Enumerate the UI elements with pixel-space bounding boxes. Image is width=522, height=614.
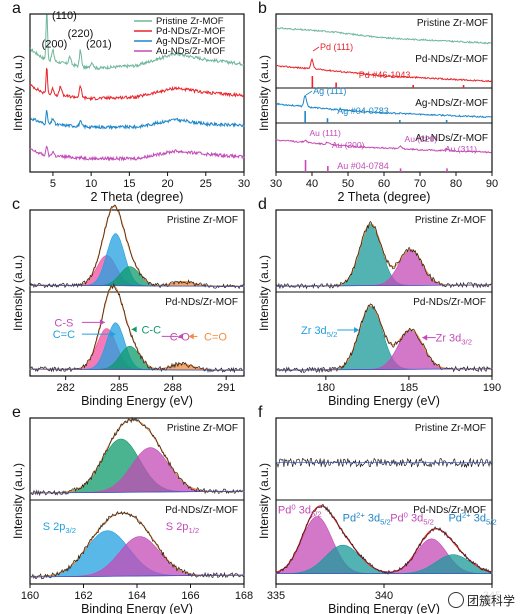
subplot-name-label: Pristine Zr-MOF — [167, 423, 238, 434]
panel-c-x-tick-label: 288 — [163, 382, 181, 394]
panel-f-ylabel: Intensity (a.u.) — [257, 463, 271, 539]
legend-label: Au-NDs/Zr-MOF — [156, 46, 225, 57]
peak-component-label: Pd2+ 3d5/2 — [448, 511, 496, 527]
panel-e-letter: e — [12, 404, 21, 421]
wechat-icon — [448, 592, 464, 608]
panel-d-x-tick-label: 185 — [400, 382, 418, 394]
peak-component-label: Zr 3d5/2 — [301, 325, 337, 339]
panel-b-x-tick-label: 60 — [378, 178, 390, 190]
peak-annotation: (201) — [86, 39, 112, 51]
subplot-name-label: Pristine Zr-MOF — [167, 215, 238, 226]
panel-b-x-tick-label: 80 — [450, 178, 462, 190]
fit-component — [30, 267, 244, 287]
panel-b-x-tick-label: 90 — [486, 178, 498, 190]
panel-e-x-tick-label: 164 — [128, 590, 146, 602]
panel-c-ylabel: Intensity (a.u.) — [11, 255, 25, 331]
subplot-name-label: Pristine Zr-MOF — [415, 423, 486, 434]
subplot-name-label: Pd-NDs/Zr-MOF — [165, 297, 238, 308]
peak-component-label: S 2p1/2 — [166, 521, 199, 535]
series-name-label: Ag-NDs/Zr-MOF — [415, 98, 488, 109]
panel-b-letter: b — [258, 0, 267, 17]
panel-c-frame — [30, 210, 244, 376]
reference-label: Au #04-0784 — [337, 161, 389, 171]
series-line — [30, 147, 244, 161]
series-name-label: Pristine Zr-MOF — [417, 18, 488, 29]
peak-annotation: (200) — [42, 39, 68, 51]
panel-e-x-tick-label: 168 — [235, 590, 253, 602]
panel-a-x-tick-label: 20 — [161, 178, 173, 190]
panel-e-ylabel: Intensity (a.u.) — [11, 463, 25, 539]
peak-label: Pd (111) — [320, 42, 353, 52]
label-arrowhead — [132, 326, 137, 332]
panel-b-xlabel: 2 Theta (degree) — [338, 190, 431, 204]
subplot-name-label: Pd-NDs/Zr-MOF — [413, 297, 486, 308]
panel-d-ylabel: Intensity (a.u.) — [257, 255, 271, 331]
peak-annotation: (110) — [52, 10, 77, 22]
watermark-text: 团簇科学 — [467, 594, 515, 608]
fit-component — [30, 537, 244, 578]
panel-e-xlabel: Binding Energy (eV) — [81, 602, 193, 614]
series-line — [30, 69, 244, 100]
panel-d-x-tick-label: 190 — [483, 382, 501, 394]
panel-a-x-tick-label: 10 — [85, 178, 97, 190]
panel-f-letter: f — [258, 404, 263, 421]
peak-label: Ag (111) — [313, 86, 346, 96]
panel-d-x-tick-label: 180 — [317, 382, 335, 394]
subplot-name-label: Pristine Zr-MOF — [415, 215, 486, 226]
panel-b-x-tick-label: 70 — [414, 178, 426, 190]
panel-f-x-tick-label: 340 — [375, 590, 393, 602]
label-arrowhead — [100, 319, 105, 325]
peak-component-label: S 2p3/2 — [43, 521, 76, 535]
panel-a-x-tick-label: 15 — [123, 178, 135, 190]
label-arrowhead — [422, 335, 427, 341]
panel-a-xlabel: 2 Theta (degree) — [91, 190, 184, 204]
panel-f-xlabel: Binding Energy (eV) — [328, 602, 440, 614]
peak-label: Au (220) — [405, 134, 438, 144]
subplot-name-label: Pd-NDs/Zr-MOF — [165, 505, 238, 516]
panel-d-letter: d — [258, 196, 267, 213]
panel-c-x-tick-label: 291 — [217, 382, 235, 394]
panel-c-x-tick-label: 282 — [56, 382, 74, 394]
panel-a-x-tick-label: 5 — [50, 178, 56, 190]
peak-component-label: C=O — [204, 331, 227, 343]
panel-c-xlabel: Binding Energy (eV) — [81, 394, 193, 408]
peak-label: Au (311) — [445, 144, 477, 154]
peak-component-label: C-C — [141, 324, 161, 336]
panel-e-x-tick-label: 166 — [181, 590, 199, 602]
panel-c-x-tick-label: 285 — [110, 382, 128, 394]
panel-a-x-tick-label: 25 — [200, 178, 212, 190]
series-line — [30, 110, 244, 128]
peak-component-label: Pd2+ 3d5/2 — [343, 511, 391, 527]
reference-label: Pd #46-1043 — [359, 70, 411, 80]
series-line — [276, 28, 491, 44]
panel-e-x-tick-label: 162 — [74, 590, 92, 602]
panel-a-ylabel: Intensity (a.u.) — [11, 55, 25, 131]
panel-b-x-tick-label: 40 — [306, 178, 318, 190]
fit-component — [30, 448, 244, 493]
panel-a-x-tick-label: 30 — [238, 178, 250, 190]
peak-arrow — [313, 47, 319, 51]
peak-component-label: C-S — [54, 317, 73, 329]
peak-arrow — [306, 91, 312, 95]
peak-label: Au (200) — [332, 140, 365, 150]
peak-component-label: C=C — [53, 329, 75, 341]
reference-label: Ag #04-0783 — [337, 106, 389, 116]
peak-component-label: Pd0 3d5/2 — [278, 503, 322, 519]
panel-d-xlabel: Binding Energy (eV) — [328, 394, 440, 408]
panel-b-x-tick-label: 30 — [270, 178, 282, 190]
panel-b-ylabel: Intensity (a.u.) — [257, 55, 271, 131]
peak-component-label: Zr 3d3/2 — [436, 333, 472, 347]
panel-e-x-tick-label: 160 — [21, 590, 39, 602]
panel-f-x-tick-label: 335 — [267, 590, 285, 602]
watermark: 团簇科学 — [445, 591, 518, 610]
panel-b-x-tick-label: 50 — [342, 178, 354, 190]
panel-c-letter: c — [12, 196, 20, 213]
peak-label: Au (111) — [310, 128, 342, 138]
panel-a-letter: a — [12, 0, 21, 17]
series-name-label: Pd-NDs/Zr-MOF — [415, 54, 488, 65]
